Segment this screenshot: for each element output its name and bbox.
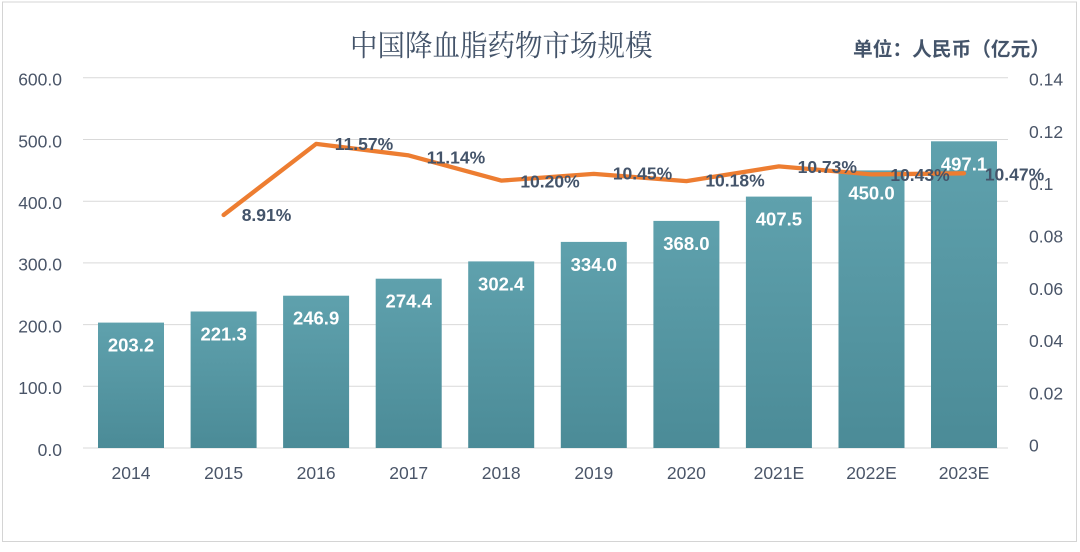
svg-text:300.0: 300.0 xyxy=(18,255,62,275)
svg-text:10.18%: 10.18% xyxy=(705,170,765,190)
svg-text:2021E: 2021E xyxy=(754,463,805,483)
svg-text:8.91%: 8.91% xyxy=(242,205,292,225)
svg-text:2019: 2019 xyxy=(574,463,613,483)
svg-text:2018: 2018 xyxy=(482,463,521,483)
svg-text:2015: 2015 xyxy=(204,463,243,483)
svg-text:0.08: 0.08 xyxy=(1029,227,1063,247)
svg-text:0.0: 0.0 xyxy=(38,440,63,460)
svg-text:203.2: 203.2 xyxy=(108,335,154,356)
svg-text:10.43%: 10.43% xyxy=(890,165,950,185)
svg-text:10.45%: 10.45% xyxy=(613,164,673,184)
svg-text:246.9: 246.9 xyxy=(293,308,339,329)
svg-text:368.0: 368.0 xyxy=(663,233,709,254)
svg-text:2014: 2014 xyxy=(112,463,151,483)
svg-text:200.0: 200.0 xyxy=(18,316,62,336)
svg-text:302.4: 302.4 xyxy=(478,273,525,294)
svg-text:11.14%: 11.14% xyxy=(427,147,486,167)
svg-text:600.0: 600.0 xyxy=(18,70,62,90)
svg-text:0.1: 0.1 xyxy=(1029,174,1053,194)
svg-text:497.1: 497.1 xyxy=(941,153,987,174)
svg-text:10.20%: 10.20% xyxy=(520,171,580,191)
svg-text:100.0: 100.0 xyxy=(18,378,62,398)
svg-text:0.12: 0.12 xyxy=(1029,122,1063,142)
svg-text:2020: 2020 xyxy=(667,463,706,483)
svg-text:2016: 2016 xyxy=(297,463,336,483)
svg-text:0.06: 0.06 xyxy=(1029,279,1063,299)
svg-text:221.3: 221.3 xyxy=(200,324,246,345)
svg-text:0: 0 xyxy=(1029,436,1039,456)
svg-text:0.02: 0.02 xyxy=(1029,383,1063,403)
svg-text:407.5: 407.5 xyxy=(756,209,802,230)
svg-text:2023E: 2023E xyxy=(939,463,990,483)
svg-text:2022E: 2022E xyxy=(846,463,897,483)
svg-text:450.0: 450.0 xyxy=(848,182,894,203)
svg-text:274.4: 274.4 xyxy=(386,291,433,312)
svg-text:0.14: 0.14 xyxy=(1029,70,1063,90)
svg-text:500.0: 500.0 xyxy=(18,131,62,151)
svg-text:11.57%: 11.57% xyxy=(335,134,394,154)
svg-text:10.47%: 10.47% xyxy=(985,164,1045,184)
svg-text:334.0: 334.0 xyxy=(571,254,617,275)
svg-text:2017: 2017 xyxy=(389,463,428,483)
svg-text:400.0: 400.0 xyxy=(18,193,62,213)
svg-text:0.04: 0.04 xyxy=(1029,331,1063,351)
svg-text:10.73%: 10.73% xyxy=(798,157,858,177)
